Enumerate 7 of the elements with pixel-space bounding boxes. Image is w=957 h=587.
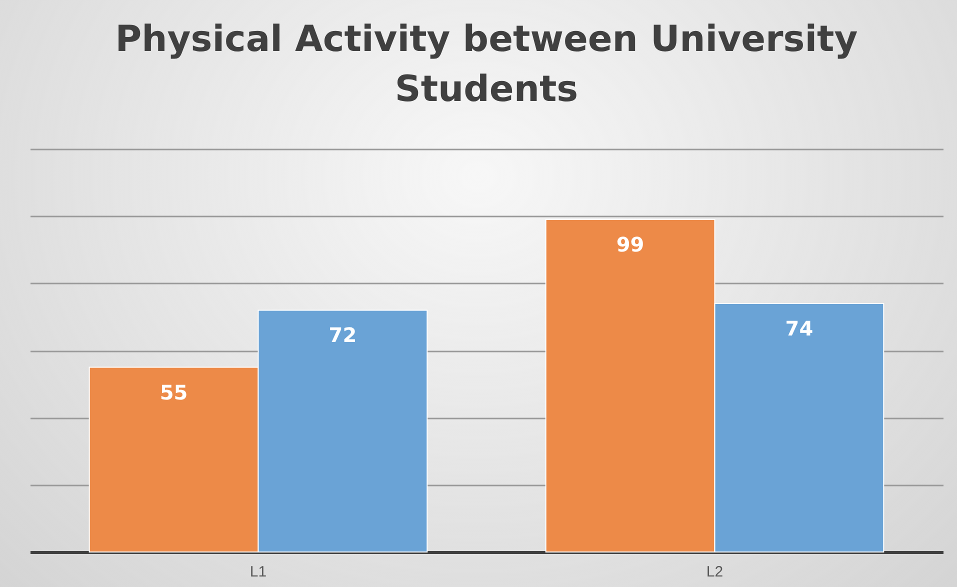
data-label: 74 — [785, 316, 814, 340]
x-tick-label: L1 — [250, 564, 267, 580]
data-label: 99 — [616, 232, 644, 257]
x-tick-label: L2 — [706, 564, 724, 580]
data-label: 72 — [328, 323, 357, 348]
chart-title: Physical Activity between University Students — [115, 19, 858, 110]
data-label: 55 — [160, 380, 188, 404]
